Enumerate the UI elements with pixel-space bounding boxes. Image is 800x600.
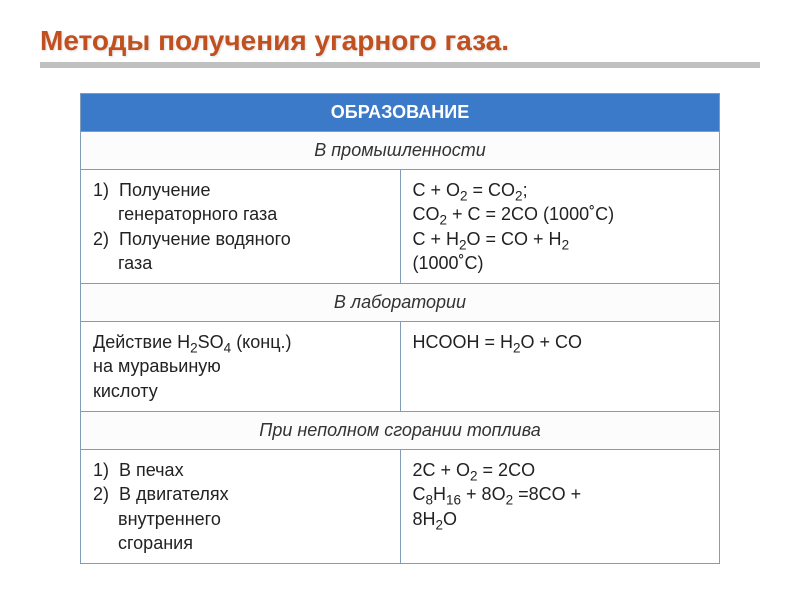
gas-methods-table: ОБРАЗОВАНИЕ В промышленности 1) Получени… [80, 93, 720, 564]
right-cell: C + O2 = CO2;CO2 + C = 2CO (1000˚С)C + H… [400, 170, 720, 284]
section-heading: При неполном сгорании топлива [81, 412, 720, 450]
left-cell: 1) Получение генераторного газа2) Получе… [81, 170, 401, 284]
section-heading: В лаборатории [81, 284, 720, 322]
section-row: При неполном сгорании топлива [81, 412, 720, 450]
section-row: В лаборатории [81, 284, 720, 322]
table-header: ОБРАЗОВАНИЕ [81, 94, 720, 132]
table-row: 1) В печах2) В двигателях внутреннего сг… [81, 450, 720, 564]
table-body: ОБРАЗОВАНИЕ В промышленности 1) Получени… [81, 94, 720, 564]
slide-title: Методы получения угарного газа. [40, 25, 760, 68]
right-cell: HCOOH = H2O + CO [400, 322, 720, 412]
left-cell: 1) В печах2) В двигателях внутреннего сг… [81, 450, 401, 564]
section-heading: В промышленности [81, 132, 720, 170]
table-row: Действие H2SO4 (конц.)на муравьинуюкисло… [81, 322, 720, 412]
right-cell: 2C + O2 = 2COC8H16 + 8O2 =8CO +8H2O [400, 450, 720, 564]
table-row: 1) Получение генераторного газа2) Получе… [81, 170, 720, 284]
left-cell: Действие H2SO4 (конц.)на муравьинуюкисло… [81, 322, 401, 412]
table-header-row: ОБРАЗОВАНИЕ [81, 94, 720, 132]
section-row: В промышленности [81, 132, 720, 170]
slide: Методы получения угарного газа. ОБРАЗОВА… [0, 0, 800, 600]
